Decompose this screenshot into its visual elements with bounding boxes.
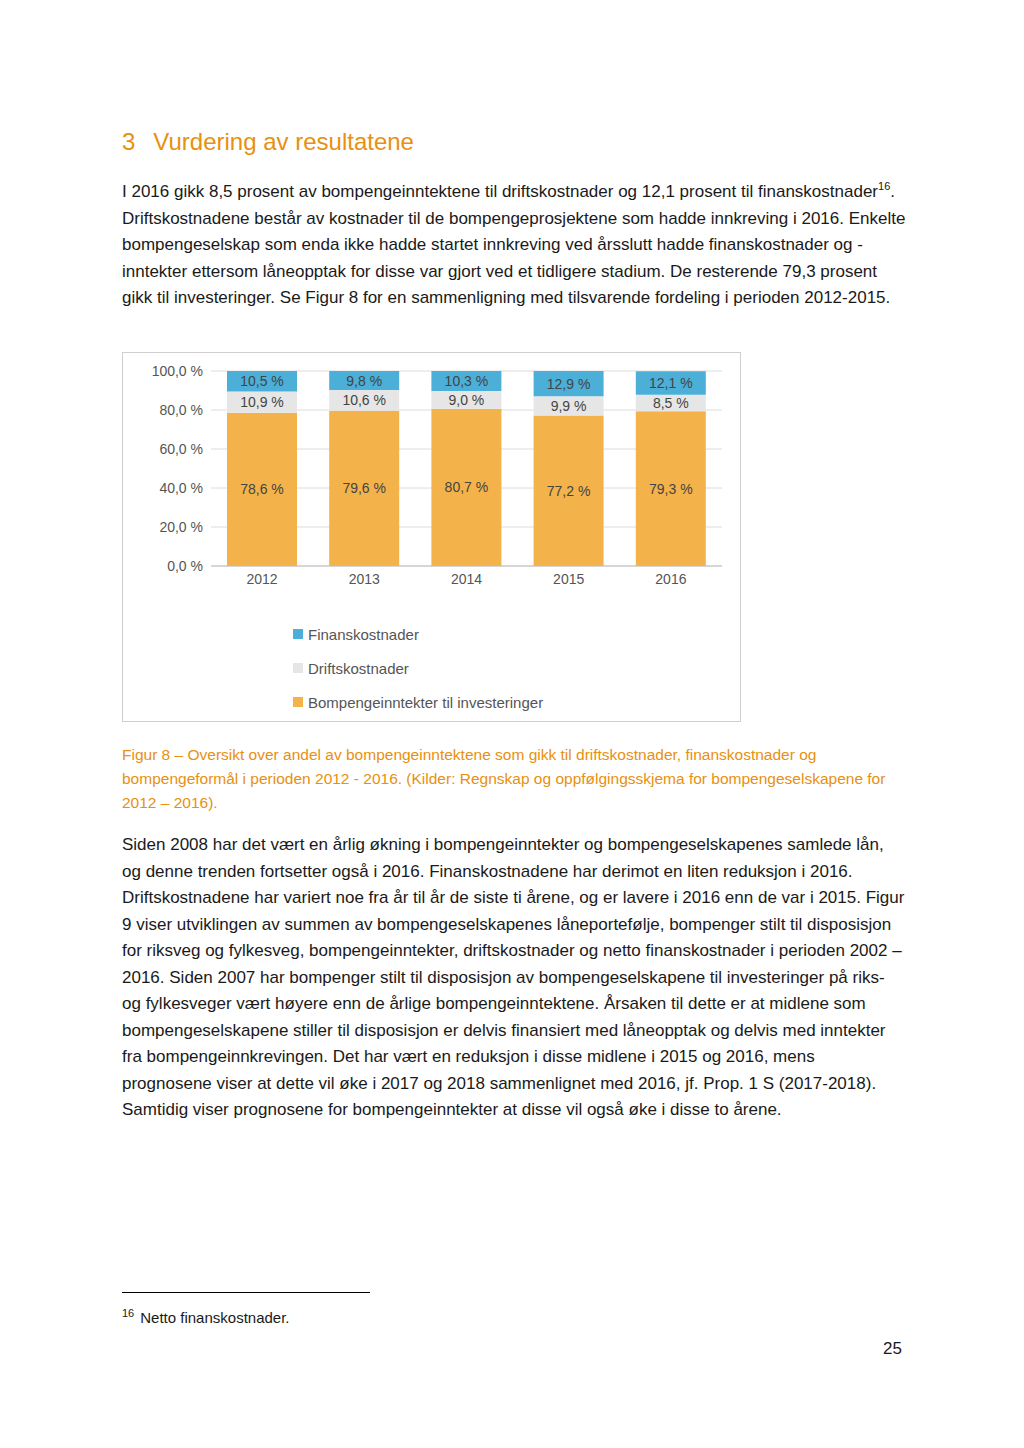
html-text:Bompengeinntekter til invester: Bompengeinntekter til investeringer: [308, 693, 544, 711]
html-text:3: 3: [122, 128, 136, 155]
svg-text:40,0 %: 40,0 %: [159, 480, 203, 496]
svg-text:9,8 %: 9,8 %: [346, 373, 382, 389]
svg-text:2014: 2014: [451, 571, 482, 587]
svg-text:60,0 %: 60,0 %: [159, 441, 203, 457]
html-text:Siden 2008 har det vært en årl: Siden 2008 har det vært en årlig økning …: [122, 835, 905, 1119]
svg-text:10,6 %: 10,6 %: [342, 392, 386, 408]
html-text:Vurdering av resultatene: Vurdering av resultatene: [153, 128, 414, 155]
html-text:Driftskostnader: Driftskostnader: [308, 659, 409, 677]
svg-text:80,7 %: 80,7 %: [445, 479, 489, 495]
svg-text:12,1 %: 12,1 %: [649, 375, 693, 391]
svg-text:78,6 %: 78,6 %: [240, 481, 284, 497]
svg-text:77,2 %: 77,2 %: [547, 483, 591, 499]
svg-text:100,0 %: 100,0 %: [152, 363, 203, 379]
html-text:16 Netto finanskostnader.: 16 Netto finanskostnader.: [122, 1307, 290, 1326]
svg-text:20,0 %: 20,0 %: [159, 519, 203, 535]
svg-text:2013: 2013: [349, 571, 380, 587]
svg-text:2015: 2015: [553, 571, 584, 587]
svg-text:79,3 %: 79,3 %: [649, 481, 693, 497]
svg-text:8,5 %: 8,5 %: [653, 395, 689, 411]
svg-text:10,9 %: 10,9 %: [240, 394, 284, 410]
svg-text:10,5 %: 10,5 %: [240, 373, 284, 389]
svg-text:79,6 %: 79,6 %: [342, 480, 386, 496]
html-text:Figur 8 – Oversikt over andel: Figur 8 – Oversikt over andel av bompeng…: [122, 746, 886, 811]
svg-text:2016: 2016: [655, 571, 686, 587]
svg-text:10,3 %: 10,3 %: [445, 373, 489, 389]
html-text:I 2016 gikk 8,5 prosent av bom: I 2016 gikk 8,5 prosent av bompengeinnte…: [122, 180, 906, 307]
svg-text:9,0 %: 9,0 %: [448, 392, 484, 408]
svg-text:0,0 %: 0,0 %: [167, 558, 203, 574]
html-text:25: 25: [883, 1339, 902, 1358]
svg-text:12,9 %: 12,9 %: [547, 376, 591, 392]
svg-text:2012: 2012: [247, 571, 278, 587]
svg-text:80,0 %: 80,0 %: [159, 402, 203, 418]
svg-text:9,9 %: 9,9 %: [551, 398, 587, 414]
html-text:Finanskostnader: Finanskostnader: [308, 625, 419, 643]
